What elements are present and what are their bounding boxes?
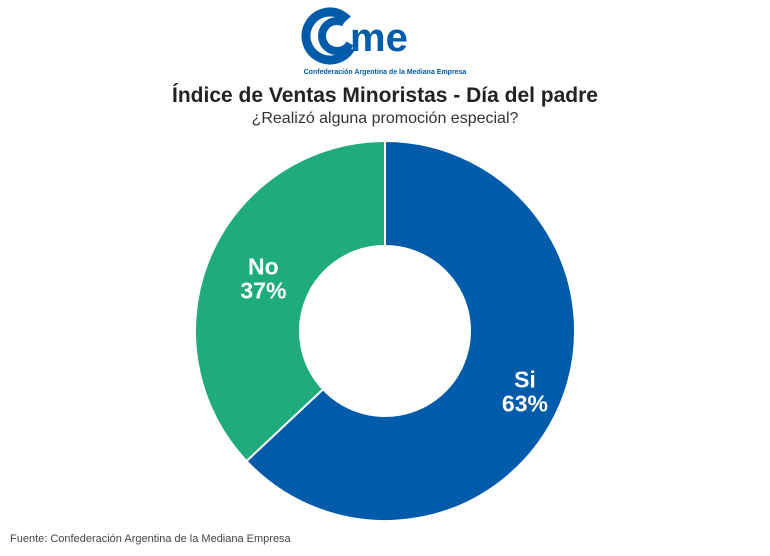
slice-category-label: Si: [514, 367, 536, 393]
slice-no: [194, 139, 386, 463]
chart-subtitle: ¿Realizó alguna promoción especial?: [251, 110, 519, 127]
slice-value-label: 63%: [502, 391, 548, 417]
logo-wordmark: me: [350, 16, 408, 60]
slice-value-label: 37%: [240, 277, 286, 303]
slice-si: [245, 139, 576, 522]
logo-tagline: Confederación Argentina de la Mediana Em…: [304, 69, 467, 76]
slice-category-label: No: [248, 253, 279, 279]
source-note: Fuente: Confederación Argentina de la Me…: [10, 533, 291, 545]
came-logo: me Confederación Argentina de la Mediana…: [301, 7, 467, 76]
chart-title: Índice de Ventas Minoristas - Día del pa…: [172, 84, 598, 107]
